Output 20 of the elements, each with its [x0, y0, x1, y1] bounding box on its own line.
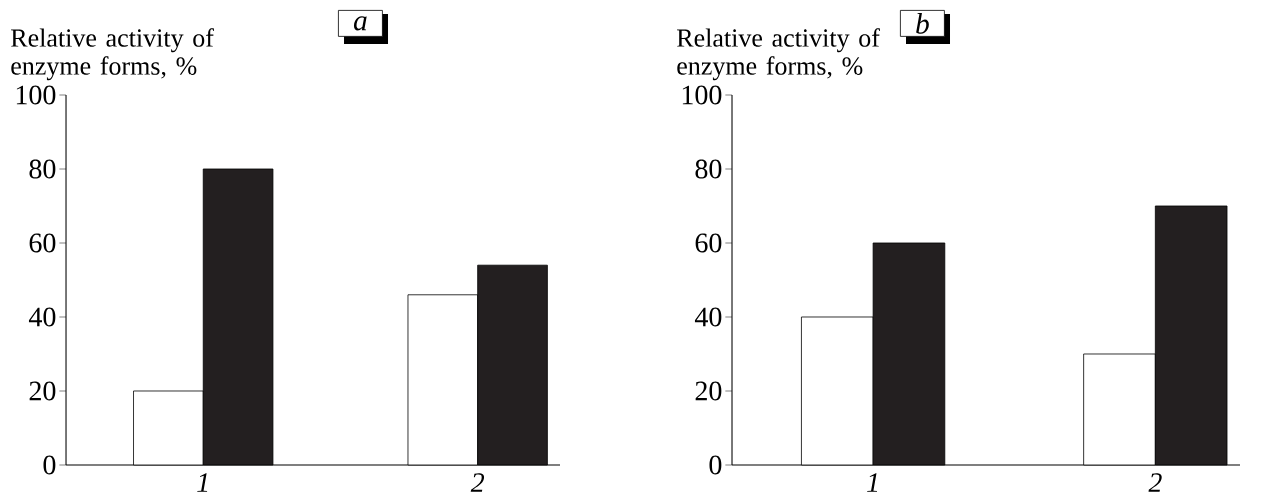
y-tick-label: 80	[695, 159, 722, 179]
y-tick-label: 100	[16, 85, 56, 105]
y-axis-title: Relative activity of enzyme forms, %	[677, 28, 880, 81]
y-tick-label: 20	[695, 381, 722, 401]
y-tick-label: 80	[29, 159, 56, 179]
y-tick-label: 100	[682, 85, 722, 105]
y-tick-label: 40	[694, 307, 722, 327]
x-tick-label: 2	[1148, 473, 1162, 492]
x-tick-label: 1	[197, 473, 208, 492]
chart-title: b	[916, 13, 929, 34]
y-tick-label: 40	[28, 307, 56, 327]
x-tick-label: 1	[867, 473, 878, 492]
y-axis-title: Relative activity of enzyme forms, %	[11, 28, 214, 81]
y-tick-label: 20	[29, 381, 56, 401]
chart-title: a	[353, 16, 367, 31]
y-tick-label: 0	[709, 455, 722, 475]
y-tick-label: 0	[43, 455, 56, 475]
x-tick-label: 2	[470, 473, 485, 492]
y-tick-label: 60	[695, 233, 722, 253]
y-tick-label: 60	[29, 233, 56, 253]
